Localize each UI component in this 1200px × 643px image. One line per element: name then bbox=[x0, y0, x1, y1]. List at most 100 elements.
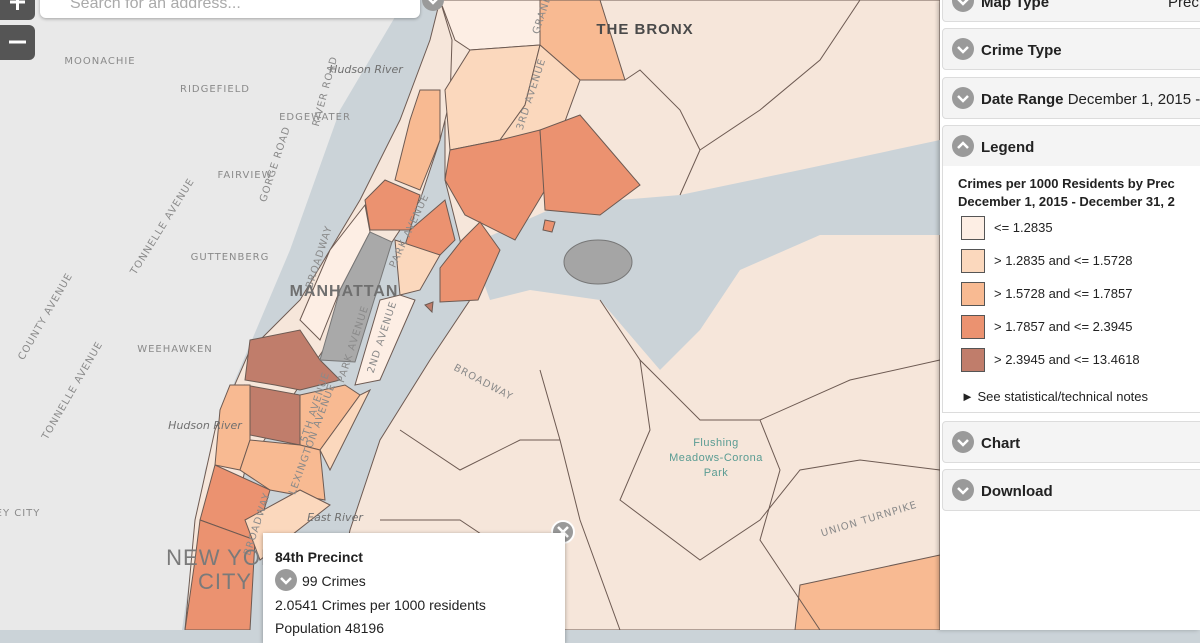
crime-type-section[interactable]: Crime Type bbox=[942, 28, 1200, 70]
map-type-section[interactable]: Map Type Prec bbox=[942, 0, 1200, 22]
map-label: WEEHAWKEN bbox=[137, 344, 213, 355]
map-label: Hudson River bbox=[168, 419, 243, 432]
zoom-out[interactable] bbox=[0, 25, 35, 60]
precinct bbox=[539, 0, 626, 81]
map-label: Flushing bbox=[693, 437, 739, 449]
chevron-circle bbox=[952, 135, 974, 157]
map-label: MANHATTAN bbox=[290, 283, 399, 300]
crime-type-label: Crime Type bbox=[981, 42, 1062, 59]
chevron bbox=[957, 141, 969, 149]
legend-swatch bbox=[961, 315, 985, 339]
central-park bbox=[319, 231, 393, 363]
download-section[interactable]: Download bbox=[942, 469, 1200, 511]
map-label: Park bbox=[704, 467, 729, 479]
map-label: RIDGEFIELD bbox=[180, 84, 250, 95]
chevron-icon bbox=[952, 431, 974, 453]
popup-rate: 2.0541 Crimes per 1000 residents bbox=[275, 597, 486, 613]
legend-subtitle: December 1, 2015 - December 31, 2 bbox=[958, 194, 1175, 209]
download-label: Download bbox=[981, 483, 1053, 500]
legend-label: <= 1.2835 bbox=[994, 220, 1053, 235]
chart-section[interactable]: Chart bbox=[942, 421, 1200, 463]
chevron-circle bbox=[952, 0, 974, 12]
precincts bbox=[184, 0, 940, 630]
map-label: NEW YOR bbox=[166, 545, 278, 570]
precinct bbox=[244, 329, 341, 391]
map-label: East River bbox=[307, 511, 364, 524]
precinct bbox=[394, 239, 441, 296]
legend-label: Legend bbox=[981, 139, 1035, 156]
zoom-in[interactable] bbox=[0, 0, 35, 20]
precinct bbox=[539, 114, 641, 216]
precinct bbox=[364, 179, 421, 231]
map-type-value: Prec bbox=[1168, 0, 1199, 11]
chevron bbox=[957, 46, 969, 54]
precinct bbox=[424, 301, 434, 314]
precinct bbox=[444, 129, 546, 241]
map-label: Meadows-Corona bbox=[669, 452, 763, 464]
precinct bbox=[794, 554, 940, 630]
search-dropdown[interactable] bbox=[422, 0, 446, 13]
side-panel: Map Type Prec Crime Type Date Range Decem… bbox=[940, 0, 1200, 630]
map-label: FAIRVIEW bbox=[217, 170, 272, 181]
legend-swatch bbox=[961, 216, 985, 240]
chevron-icon bbox=[952, 38, 974, 60]
border bbox=[619, 359, 940, 561]
border bbox=[699, 0, 861, 151]
precinct bbox=[319, 388, 372, 472]
precinct bbox=[244, 384, 301, 446]
map-label: CITY bbox=[198, 569, 252, 594]
legend-swatch bbox=[961, 249, 985, 273]
chevron-circle bbox=[952, 479, 974, 501]
new-jersey bbox=[0, 0, 405, 630]
notes-link[interactable]: ► See statistical/technical notes bbox=[961, 389, 1149, 404]
date-range-value: December 1, 2015 - bbox=[1067, 91, 1200, 108]
date-range-label: Date Range bbox=[981, 91, 1064, 108]
map-label: Hudson River bbox=[329, 63, 404, 76]
popup-expand[interactable] bbox=[275, 569, 299, 593]
search-placeholder: Search for an address... bbox=[70, 0, 241, 12]
border bbox=[539, 369, 621, 630]
map-label: EDGEWATER bbox=[279, 112, 351, 123]
search-box[interactable]: Search for an address... bbox=[40, 0, 420, 18]
popup-population: Population 48196 bbox=[275, 620, 384, 636]
chevron-icon bbox=[952, 87, 974, 109]
map-type-label: Map Type bbox=[981, 0, 1050, 11]
legend-body: Crimes per 1000 Residents by Prec Decemb… bbox=[942, 166, 1200, 413]
legend-label: > 2.3945 and <= 13.4618 bbox=[994, 352, 1140, 367]
map-label: GUTTENBERG bbox=[191, 252, 270, 263]
chevron bbox=[957, 487, 969, 495]
border bbox=[399, 429, 560, 471]
precinct bbox=[184, 519, 256, 630]
precinct bbox=[354, 294, 416, 386]
rikers-island bbox=[563, 239, 633, 285]
border bbox=[759, 419, 821, 630]
map-label: MOONACHIE bbox=[64, 56, 135, 67]
border bbox=[624, 69, 701, 196]
legend-label: > 1.5728 and <= 1.7857 bbox=[994, 286, 1133, 301]
chevron-circle bbox=[952, 431, 974, 453]
east-river bbox=[470, 140, 940, 370]
precinct bbox=[498, 44, 581, 141]
popup-title: 84th Precinct bbox=[275, 549, 363, 565]
border bbox=[599, 299, 940, 421]
precinct bbox=[542, 219, 556, 233]
popup-crimes: 99 Crimes bbox=[302, 573, 366, 589]
legend-label: > 1.7857 and <= 2.3945 bbox=[994, 319, 1133, 334]
map-label: EY CITY bbox=[0, 508, 40, 519]
legend-label: > 1.2835 and <= 1.5728 bbox=[994, 253, 1133, 268]
chevron bbox=[957, 0, 969, 6]
map-label: THE BRONX bbox=[596, 21, 693, 38]
precinct bbox=[239, 439, 326, 501]
chart-label: Chart bbox=[981, 435, 1021, 452]
precinct bbox=[439, 221, 501, 303]
precinct bbox=[394, 89, 441, 191]
chevron-icon bbox=[952, 0, 974, 12]
chevron-icon bbox=[952, 479, 974, 501]
legend-swatch bbox=[961, 282, 985, 306]
date-range-section[interactable]: Date Range December 1, 2015 - bbox=[942, 77, 1200, 119]
legend-section[interactable]: Legend bbox=[942, 125, 1200, 167]
chevron bbox=[957, 95, 969, 103]
legend-title: Crimes per 1000 Residents by Prec bbox=[958, 176, 1175, 191]
